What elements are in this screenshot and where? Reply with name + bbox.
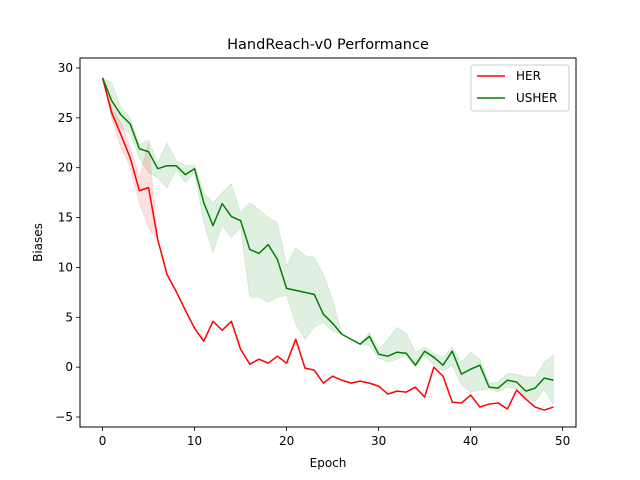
y-axis: −5 0 5 10 15 20 25 30 xyxy=(55,61,80,424)
y-axis-label: Biases xyxy=(31,223,45,262)
line-her xyxy=(101,77,554,411)
x-tick-label: 20 xyxy=(279,434,294,448)
chart-title: HandReach-v0 Performance xyxy=(227,37,429,53)
x-tick-label: 40 xyxy=(463,434,478,448)
x-tick-label: 50 xyxy=(555,434,570,448)
x-axis: 0 10 20 30 40 50 xyxy=(99,427,570,448)
y-tick-label: 15 xyxy=(58,211,73,225)
x-tick-label: 10 xyxy=(187,434,202,448)
legend: HER USHER xyxy=(470,64,570,112)
series-lines xyxy=(101,77,554,411)
plot-frame xyxy=(79,57,577,428)
y-tick-label: 0 xyxy=(65,360,73,374)
y-tick-label: −5 xyxy=(55,410,73,424)
legend-label-usher: USHER xyxy=(516,91,557,105)
legend-label-her: HER xyxy=(516,69,541,83)
y-tick-label: 5 xyxy=(65,310,73,324)
x-tick-label: 30 xyxy=(371,434,386,448)
x-axis-label: Epoch xyxy=(310,456,347,470)
y-tick-label: 25 xyxy=(58,111,73,125)
y-tick-label: 10 xyxy=(58,260,73,274)
y-tick-label: 20 xyxy=(58,161,73,175)
x-tick-label: 0 xyxy=(99,434,107,448)
y-tick-label: 30 xyxy=(58,61,73,75)
line-usher xyxy=(101,77,554,392)
